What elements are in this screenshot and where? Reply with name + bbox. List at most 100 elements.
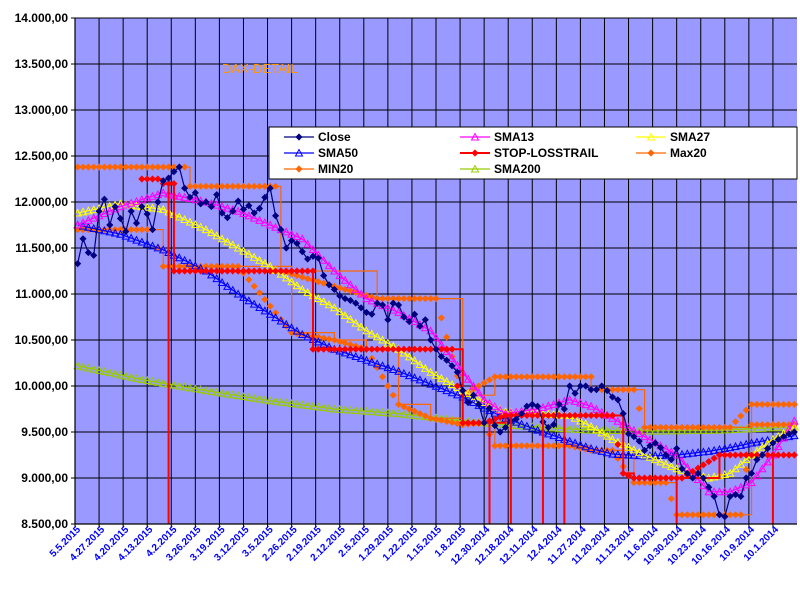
data-point-min20 — [731, 511, 740, 519]
data-point-sma200 — [84, 363, 93, 372]
data-point-max20 — [132, 163, 141, 171]
data-point-min20 — [405, 405, 413, 413]
data-point-sma200 — [126, 372, 136, 381]
data-point-min20 — [143, 226, 151, 234]
data-point-sma50 — [565, 436, 575, 445]
data-point-sma27 — [624, 442, 633, 451]
data-point-sma50 — [148, 241, 157, 250]
data-point-close — [261, 193, 269, 201]
data-point-sma13 — [84, 215, 93, 224]
data-point-close — [518, 410, 526, 418]
data-point-min20 — [416, 410, 424, 418]
data-point-close — [662, 451, 670, 459]
legend-marker — [470, 132, 480, 141]
data-point-sma27 — [378, 335, 387, 344]
data-point-stop-losstrail — [731, 451, 740, 459]
data-point-close — [592, 386, 601, 394]
data-point-stop-losstrail — [218, 267, 226, 275]
data-point-stop-losstrail — [443, 345, 451, 353]
data-point-sma13 — [715, 487, 724, 496]
data-point-stop-losstrail — [774, 451, 782, 459]
y-tick-label: 13.000,00 — [15, 103, 69, 117]
data-point-stop-losstrail — [619, 469, 627, 477]
data-point-sma200 — [736, 424, 746, 433]
data-point-sma27 — [570, 413, 580, 422]
data-point-sma13 — [260, 218, 270, 227]
data-point-close — [288, 237, 296, 245]
data-point-max20 — [261, 182, 269, 190]
data-point-max20 — [662, 423, 670, 431]
data-point-max20 — [710, 423, 718, 431]
data-point-sma200 — [169, 380, 179, 389]
data-point-sma200 — [228, 390, 238, 399]
data-point-sma50 — [704, 446, 714, 455]
data-point-close — [614, 396, 622, 404]
data-point-stop-losstrail — [234, 267, 242, 275]
data-point-sma13 — [447, 353, 457, 362]
data-point-sma27 — [645, 452, 655, 461]
data-point-sma13 — [297, 234, 307, 243]
data-point-sma13 — [570, 396, 580, 405]
data-point-max20 — [165, 163, 173, 171]
data-point-stop-losstrail — [314, 345, 322, 353]
data-point-stop-losstrail — [191, 267, 199, 275]
data-point-sma50 — [362, 355, 371, 364]
data-point-close — [250, 209, 258, 217]
data-point-max20 — [758, 400, 766, 408]
data-point-max20 — [320, 279, 328, 287]
data-point-sma200 — [260, 395, 270, 404]
data-point-sma200 — [645, 426, 655, 435]
data-point-max20 — [774, 400, 782, 408]
data-point-close — [239, 205, 248, 213]
data-point-stop-losstrail — [641, 474, 649, 482]
data-point-sma200 — [720, 425, 730, 434]
data-point-max20 — [614, 386, 622, 394]
data-point-sma13 — [773, 441, 783, 450]
data-point-sma27 — [586, 421, 596, 430]
data-point-stop-losstrail — [250, 267, 258, 275]
data-point-close — [705, 483, 713, 491]
data-point-close — [245, 202, 253, 210]
data-point-sma50 — [789, 431, 799, 440]
data-point-close — [79, 235, 87, 243]
data-point-max20 — [148, 163, 157, 171]
data-point-close — [443, 356, 451, 364]
data-point-sma13 — [190, 195, 200, 204]
data-point-sma200 — [196, 385, 206, 394]
data-point-sma200 — [741, 424, 751, 433]
data-point-sma50 — [100, 226, 109, 235]
data-point-sma13 — [100, 208, 109, 217]
data-point-min20 — [389, 391, 397, 399]
legend-marker — [295, 165, 303, 173]
data-point-close — [453, 368, 461, 376]
legend-label: STOP-LOSSTRAIL — [494, 146, 598, 160]
data-point-stop-losstrail — [464, 419, 472, 427]
data-point-stop-losstrail — [785, 451, 793, 459]
data-point-stop-losstrail — [475, 419, 483, 427]
data-point-sma13 — [394, 307, 403, 316]
legend-marker — [470, 164, 480, 173]
data-point-sma27 — [372, 332, 382, 341]
data-point-sma50 — [581, 442, 591, 451]
data-point-sma13 — [212, 200, 222, 209]
data-point-sma13 — [249, 213, 259, 222]
data-point-stop-losstrail — [427, 345, 435, 353]
data-point-stop-losstrail — [592, 411, 601, 420]
data-point-sma200 — [768, 423, 778, 432]
data-point-min20 — [100, 226, 108, 234]
data-point-sma27 — [78, 207, 88, 216]
data-point-stop-losstrail — [223, 267, 231, 275]
data-point-stop-losstrail — [651, 474, 659, 482]
data-point-sma50 — [442, 386, 452, 395]
data-point-close — [95, 207, 103, 215]
data-point-close — [207, 203, 215, 211]
data-point-max20 — [726, 423, 734, 431]
data-point-close — [346, 296, 354, 305]
data-point-close — [603, 387, 611, 395]
data-point-sma200 — [78, 362, 88, 371]
data-point-min20 — [780, 421, 788, 429]
data-point-close — [277, 226, 285, 234]
data-point-min20 — [528, 442, 536, 450]
data-point-sma200 — [180, 382, 189, 391]
data-point-sma200 — [137, 375, 147, 384]
